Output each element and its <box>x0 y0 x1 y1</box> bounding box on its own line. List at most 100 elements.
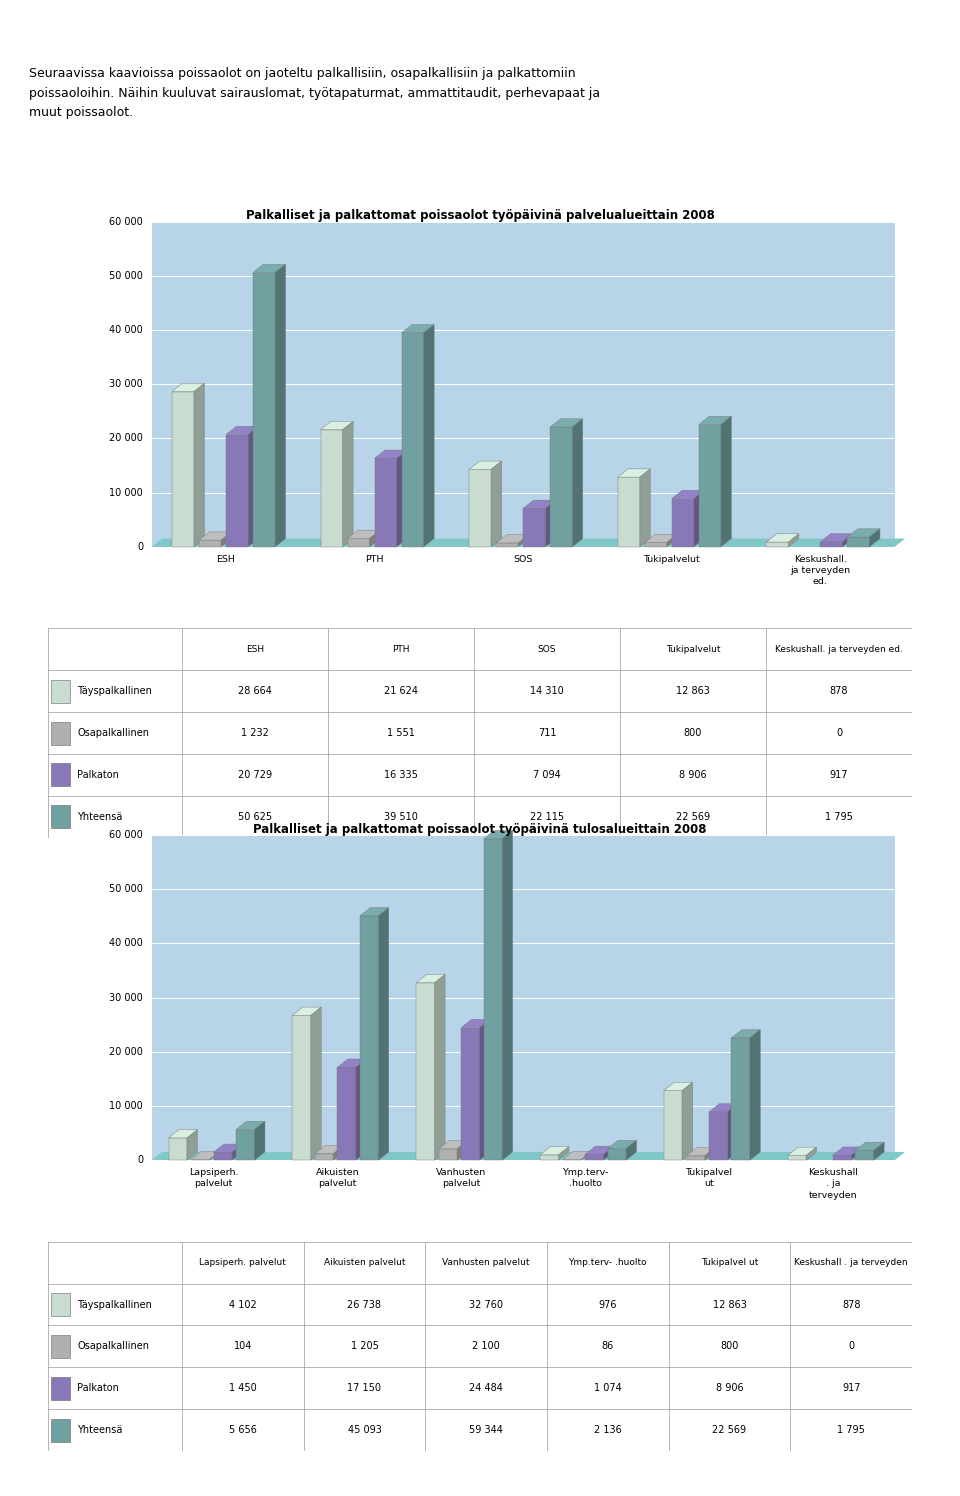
Text: 800: 800 <box>684 729 702 738</box>
Polygon shape <box>496 534 529 543</box>
Text: 30 000: 30 000 <box>109 380 143 389</box>
Polygon shape <box>664 1082 693 1091</box>
Text: 12 863: 12 863 <box>712 1300 747 1309</box>
Text: Palkalliset ja palkattomat poissaolot työpäivinä palvelualueittain 2008: Palkalliset ja palkattomat poissaolot ty… <box>246 209 714 223</box>
Bar <box>52 1418 70 1442</box>
Text: 8 906: 8 906 <box>715 1384 743 1393</box>
Polygon shape <box>833 1147 862 1155</box>
Text: 21 624: 21 624 <box>384 687 418 696</box>
Bar <box>214 1152 232 1161</box>
Polygon shape <box>750 1029 760 1161</box>
Text: ESH: ESH <box>246 645 264 654</box>
Text: 45 093: 45 093 <box>348 1426 381 1435</box>
Polygon shape <box>686 1147 715 1156</box>
Text: 50 625: 50 625 <box>238 812 272 821</box>
Text: 0: 0 <box>137 542 143 552</box>
Text: 2 136: 2 136 <box>594 1426 622 1435</box>
Bar <box>417 983 435 1161</box>
Text: 20 000: 20 000 <box>109 1047 143 1056</box>
Text: 0: 0 <box>848 1342 854 1351</box>
Text: 26 738: 26 738 <box>348 1300 381 1309</box>
Polygon shape <box>563 1152 591 1159</box>
Polygon shape <box>236 1122 265 1129</box>
Polygon shape <box>333 1146 344 1161</box>
Polygon shape <box>870 530 880 548</box>
Polygon shape <box>469 461 502 470</box>
Polygon shape <box>396 450 407 548</box>
Polygon shape <box>852 1147 862 1161</box>
Text: Keskushall
. ja
terveyden: Keskushall . ja terveyden <box>808 1168 857 1200</box>
Polygon shape <box>221 533 231 548</box>
Text: Tukipalvel ut: Tukipalvel ut <box>701 1258 758 1267</box>
Polygon shape <box>645 534 678 543</box>
Text: 0: 0 <box>836 729 842 738</box>
Text: 12 863: 12 863 <box>676 687 709 696</box>
Bar <box>550 426 572 548</box>
Polygon shape <box>214 1144 243 1152</box>
Polygon shape <box>705 1147 715 1161</box>
Text: 40 000: 40 000 <box>109 325 143 335</box>
Text: Palkaton: Palkaton <box>78 770 119 779</box>
Polygon shape <box>457 1140 468 1161</box>
Text: Tukipalvelut: Tukipalvelut <box>665 645 720 654</box>
Bar <box>523 509 545 548</box>
Text: 10 000: 10 000 <box>109 1101 143 1112</box>
Text: 22 569: 22 569 <box>676 812 710 821</box>
Bar <box>253 272 276 548</box>
Bar <box>833 1155 852 1161</box>
Polygon shape <box>152 539 905 548</box>
Text: 1 795: 1 795 <box>825 812 852 821</box>
Polygon shape <box>423 325 434 548</box>
Polygon shape <box>581 1152 591 1161</box>
Text: 2 100: 2 100 <box>472 1342 500 1351</box>
Polygon shape <box>356 1059 367 1161</box>
Text: 917: 917 <box>842 1384 860 1393</box>
Polygon shape <box>187 1129 198 1161</box>
Polygon shape <box>199 533 231 540</box>
Text: 50 000: 50 000 <box>109 884 143 895</box>
Bar <box>374 458 396 548</box>
Text: Palkaton: Palkaton <box>78 1384 119 1393</box>
Polygon shape <box>293 1007 322 1016</box>
Text: Seuraavissa kaavioissa poissaolot on jaoteltu palkallisiin, osapalkallisiin ja p: Seuraavissa kaavioissa poissaolot on jao… <box>29 67 600 120</box>
Polygon shape <box>253 265 285 272</box>
Text: 800: 800 <box>720 1342 738 1351</box>
Bar <box>360 916 378 1161</box>
Polygon shape <box>311 1007 322 1161</box>
Polygon shape <box>417 974 445 983</box>
Polygon shape <box>626 1140 636 1161</box>
Bar <box>52 721 70 745</box>
Bar <box>496 543 518 548</box>
Text: Osapalkallinen: Osapalkallinen <box>78 1342 150 1351</box>
Polygon shape <box>232 1144 243 1161</box>
Text: Keskushall. ja terveyden ed.: Keskushall. ja terveyden ed. <box>775 645 903 654</box>
Polygon shape <box>343 422 353 548</box>
Polygon shape <box>604 1146 614 1161</box>
Polygon shape <box>518 534 529 548</box>
Polygon shape <box>667 534 678 548</box>
Polygon shape <box>821 534 852 542</box>
Text: 20 729: 20 729 <box>238 770 272 779</box>
Bar <box>338 1067 356 1161</box>
Bar <box>586 1155 604 1161</box>
Text: Ymp.terv-
.huolto: Ymp.terv- .huolto <box>562 1168 609 1188</box>
Text: Keskushall.
ja terveyden
ed.: Keskushall. ja terveyden ed. <box>790 555 851 586</box>
Bar <box>52 1334 70 1358</box>
Bar <box>52 805 70 829</box>
Bar <box>788 1155 806 1161</box>
Polygon shape <box>843 534 852 548</box>
Text: ESH: ESH <box>217 555 235 564</box>
Text: 22 569: 22 569 <box>712 1426 747 1435</box>
Polygon shape <box>484 830 513 839</box>
Bar <box>172 392 194 548</box>
Bar <box>699 425 721 548</box>
Text: PTH: PTH <box>393 645 410 654</box>
Bar <box>52 1293 70 1316</box>
Polygon shape <box>321 422 353 429</box>
Polygon shape <box>550 419 583 426</box>
Polygon shape <box>766 534 799 542</box>
Text: 86: 86 <box>602 1342 614 1351</box>
Polygon shape <box>732 1029 760 1038</box>
Bar <box>236 1129 254 1161</box>
Text: Keskushall . ja terveyden: Keskushall . ja terveyden <box>794 1258 908 1267</box>
